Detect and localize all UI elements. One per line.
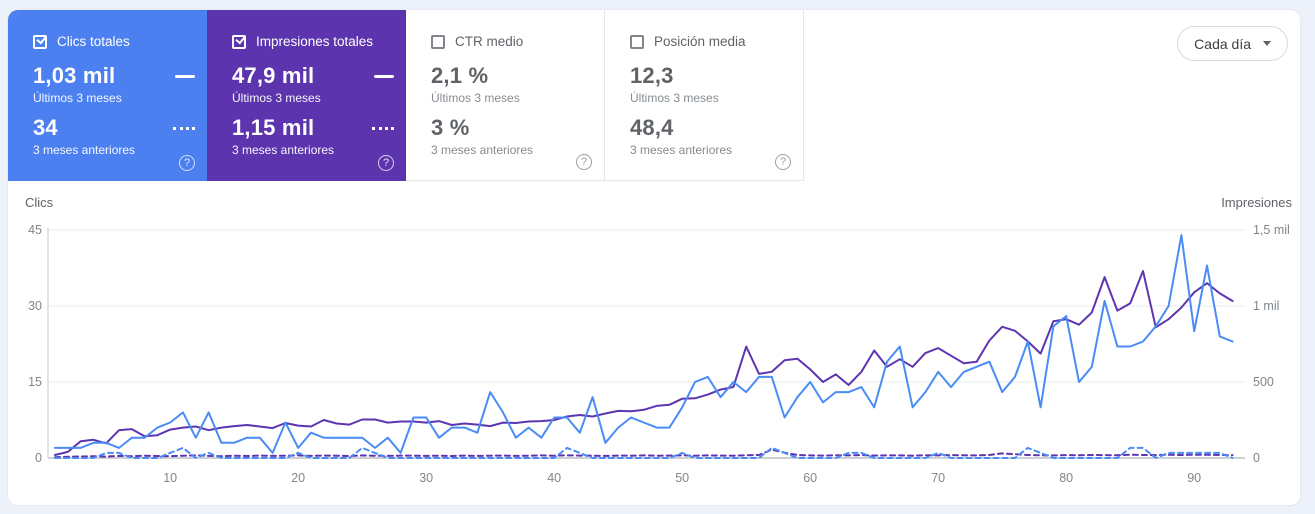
previous-value: 1,15 mil: [232, 115, 315, 140]
tile-total-clicks[interactable]: Clics totales 1,03 mil Últimos 3 meses 3…: [8, 10, 207, 181]
svg-text:1 mil: 1 mil: [1253, 299, 1279, 313]
checkbox-unchecked-icon[interactable]: [431, 34, 445, 49]
svg-text:40: 40: [547, 471, 561, 485]
svg-text:20: 20: [291, 471, 305, 485]
svg-text:0: 0: [1253, 451, 1260, 465]
previous-caption: 3 meses anteriores: [431, 143, 534, 157]
tile-total-impressions[interactable]: Impresiones totales 47,9 mil Últimos 3 m…: [207, 10, 406, 181]
performance-chart: 45 1,5 mil 30 1 mil 15 500 0 0 Clics Impresiones 1…: [8, 181, 1300, 505]
current-value: 1,03 mil: [33, 63, 116, 88]
dotted-line-icon: [173, 126, 195, 130]
svg-text:60: 60: [803, 471, 817, 485]
tiles-spacer: Cada día: [804, 10, 1300, 181]
svg-text:45: 45: [28, 223, 42, 237]
current-caption: Últimos 3 meses: [630, 91, 719, 105]
help-icon[interactable]: ?: [775, 154, 791, 170]
previous-caption: 3 meses anteriores: [33, 143, 136, 157]
tile-label: Clics totales: [57, 34, 130, 49]
help-icon[interactable]: ?: [576, 154, 592, 170]
svg-text:10: 10: [163, 471, 177, 485]
checkbox-checked-icon[interactable]: [232, 34, 246, 49]
current-caption: Últimos 3 meses: [232, 91, 321, 105]
tile-label: Impresiones totales: [256, 34, 374, 49]
svg-text:500: 500: [1253, 375, 1274, 389]
svg-text:30: 30: [28, 299, 42, 313]
current-caption: Últimos 3 meses: [431, 91, 520, 105]
svg-text:1,5 mil: 1,5 mil: [1253, 223, 1290, 237]
previous-value: 48,4: [630, 115, 674, 140]
line-chart-canvas: 45 1,5 mil 30 1 mil 15 500 0 0 Clics Impresiones 1…: [25, 195, 1292, 485]
checkbox-checked-icon[interactable]: [33, 34, 47, 49]
current-caption: Últimos 3 meses: [33, 91, 122, 105]
svg-text:0: 0: [35, 451, 42, 465]
previous-value: 34: [33, 115, 58, 140]
svg-text:15: 15: [28, 375, 42, 389]
svg-text:50: 50: [675, 471, 689, 485]
previous-caption: 3 meses anteriores: [630, 143, 733, 157]
svg-text:90: 90: [1187, 471, 1201, 485]
tile-label: CTR medio: [455, 34, 524, 49]
tile-label: Posición media: [654, 34, 746, 49]
chevron-down-icon: [1263, 41, 1271, 46]
metric-tiles-row: Clics totales 1,03 mil Últimos 3 meses 3…: [8, 10, 1300, 181]
help-icon[interactable]: ?: [378, 155, 394, 171]
help-icon[interactable]: ?: [179, 155, 195, 171]
checkbox-unchecked-icon[interactable]: [630, 34, 644, 49]
tile-average-position[interactable]: Posición media 12,3 Últimos 3 meses 48,4…: [605, 10, 804, 181]
performance-panel: Clics totales 1,03 mil Últimos 3 meses 3…: [8, 10, 1300, 505]
current-value: 2,1 %: [431, 63, 489, 88]
tile-average-ctr[interactable]: CTR medio 2,1 % Últimos 3 meses 3 % 3 me…: [406, 10, 605, 181]
solid-line-icon: [374, 74, 394, 78]
period-selector-button[interactable]: Cada día: [1177, 26, 1288, 61]
svg-text:70: 70: [931, 471, 945, 485]
previous-caption: 3 meses anteriores: [232, 143, 335, 157]
svg-text:Clics: Clics: [25, 195, 54, 210]
svg-text:80: 80: [1059, 471, 1073, 485]
svg-text:30: 30: [419, 471, 433, 485]
period-selector-label: Cada día: [1194, 35, 1251, 52]
current-value: 12,3: [630, 63, 674, 88]
solid-line-icon: [175, 74, 195, 78]
svg-text:Impresiones: Impresiones: [1221, 195, 1292, 210]
dotted-line-icon: [372, 126, 394, 130]
current-value: 47,9 mil: [232, 63, 315, 88]
previous-value: 3 %: [431, 115, 470, 140]
